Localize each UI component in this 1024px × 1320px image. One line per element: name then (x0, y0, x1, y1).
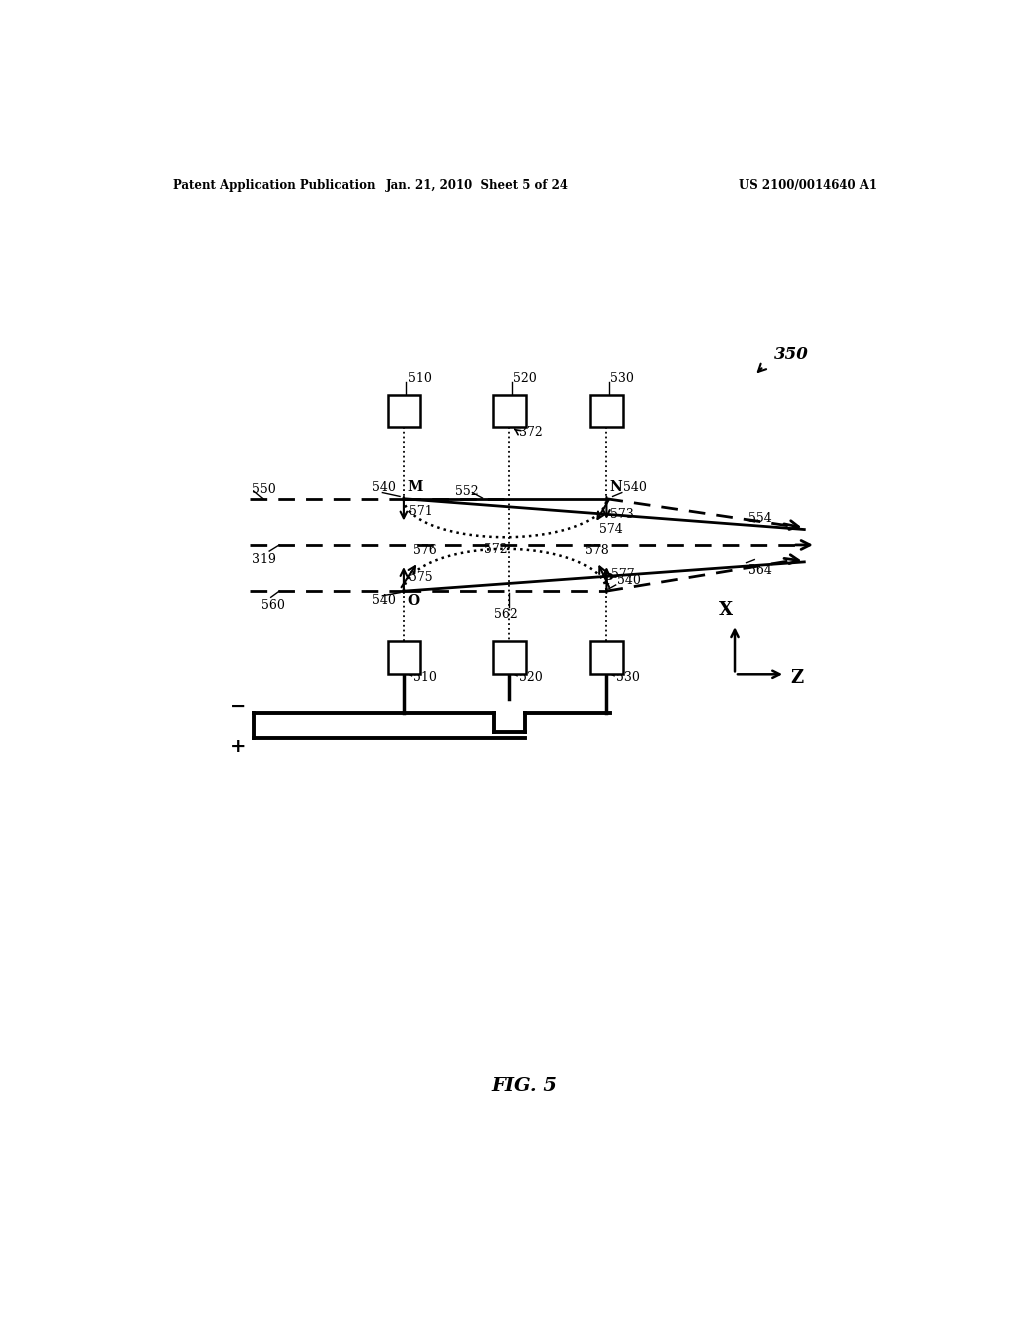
Text: X: X (719, 601, 733, 619)
Text: P: P (602, 573, 612, 586)
Bar (590, 395, 623, 428)
Text: 575: 575 (409, 570, 432, 583)
Bar (388, 395, 420, 428)
Text: −: − (396, 403, 412, 420)
Text: 573: 573 (610, 508, 634, 520)
Text: 554: 554 (749, 512, 772, 525)
Text: 562: 562 (494, 609, 517, 622)
Text: 510: 510 (413, 671, 437, 684)
Text: M: M (407, 480, 422, 494)
Text: −: − (599, 648, 614, 667)
Text: 540: 540 (372, 594, 395, 607)
Text: 572: 572 (484, 544, 508, 557)
Text: 571: 571 (409, 504, 432, 517)
Bar (388, 642, 420, 673)
Text: FIG. 5: FIG. 5 (492, 1077, 558, 1096)
Text: 510: 510 (408, 372, 432, 385)
Text: 574: 574 (599, 523, 623, 536)
Text: 530: 530 (610, 372, 634, 385)
Text: 540: 540 (372, 480, 395, 494)
Text: +: + (502, 648, 517, 667)
Text: N: N (609, 480, 623, 494)
Text: −: − (230, 698, 247, 715)
Text: 577: 577 (611, 568, 635, 581)
Text: 350: 350 (773, 346, 808, 363)
Text: 530: 530 (615, 671, 640, 684)
Text: 560: 560 (261, 599, 286, 612)
Text: 520: 520 (513, 372, 537, 385)
Text: 319: 319 (252, 553, 276, 566)
Text: 540: 540 (624, 480, 647, 494)
Bar (590, 642, 623, 673)
Text: −: − (396, 648, 412, 667)
Text: 576: 576 (413, 544, 437, 557)
Text: Jan. 21, 2010  Sheet 5 of 24: Jan. 21, 2010 Sheet 5 of 24 (386, 178, 568, 191)
Text: 520: 520 (518, 671, 543, 684)
Text: +: + (230, 738, 247, 756)
Text: Patent Application Publication: Patent Application Publication (173, 178, 376, 191)
Text: 578: 578 (585, 544, 608, 557)
Text: US 2100/0014640 A1: US 2100/0014640 A1 (739, 178, 878, 191)
Text: −: − (599, 403, 614, 420)
Text: 550: 550 (252, 483, 276, 496)
Text: 540: 540 (617, 573, 641, 586)
Text: 552: 552 (456, 484, 479, 498)
Text: Z: Z (791, 669, 804, 688)
Text: O: O (407, 594, 419, 609)
Bar (494, 395, 525, 428)
Text: +: + (502, 403, 517, 420)
Bar (494, 642, 525, 673)
Text: 372: 372 (518, 426, 543, 440)
Text: 564: 564 (749, 564, 772, 577)
